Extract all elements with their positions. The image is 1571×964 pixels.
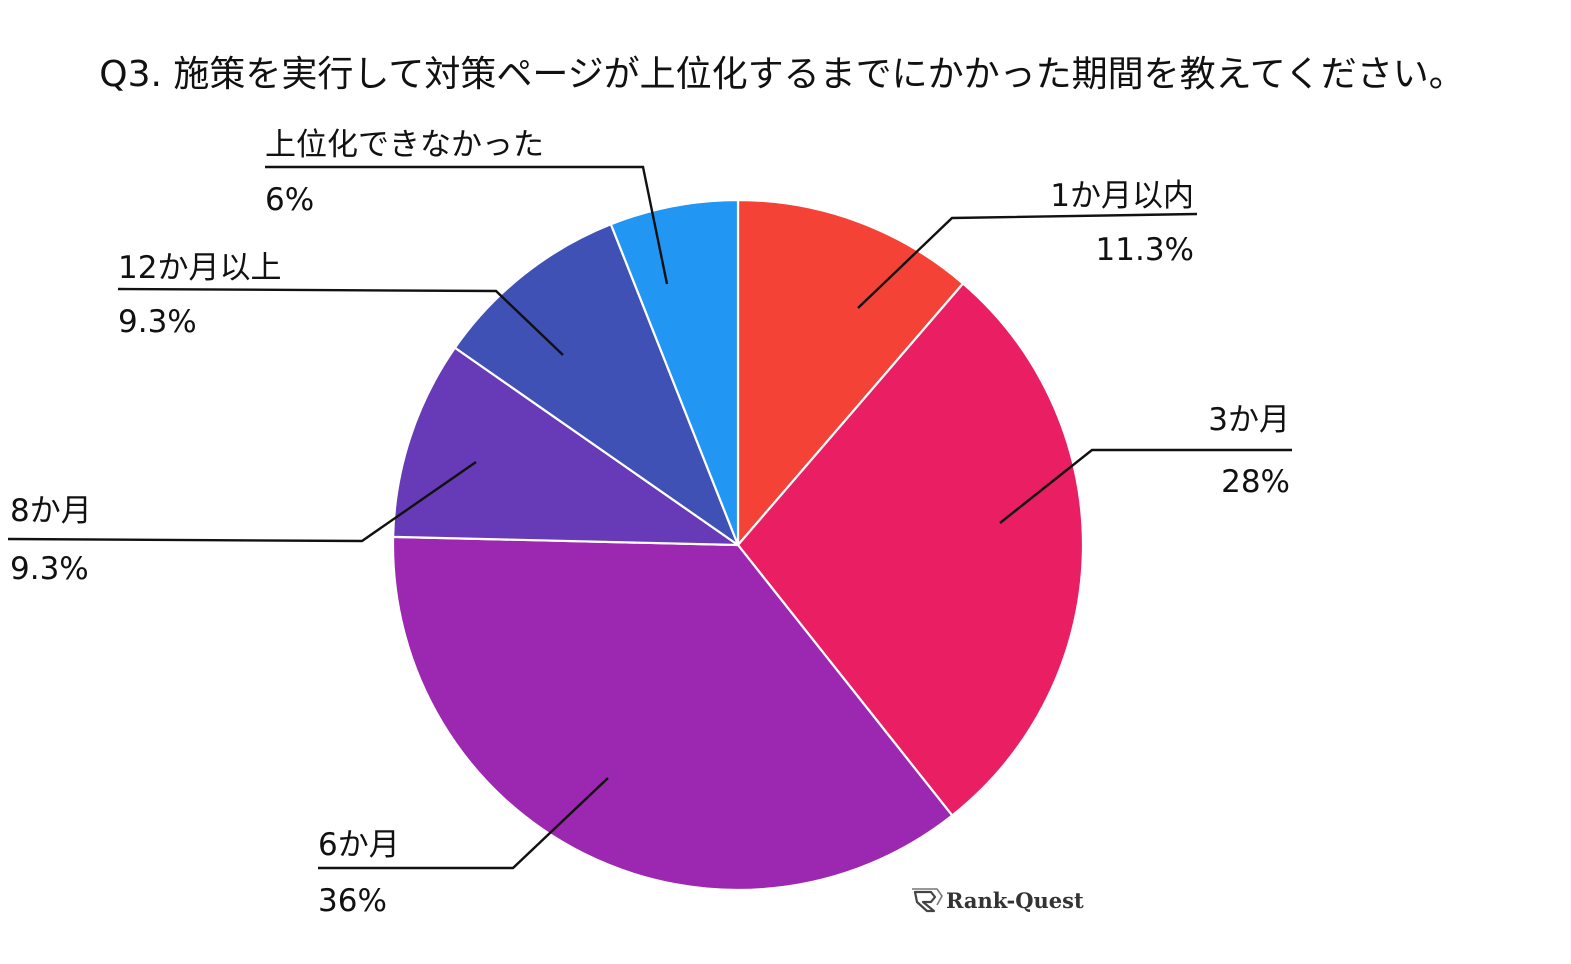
pie-slice-1 bbox=[736, 198, 965, 547]
leader-line-6 bbox=[265, 165, 669, 285]
pie-slice-3 bbox=[391, 535, 954, 892]
slice-label-4: 8か月 bbox=[10, 493, 92, 529]
slice-label-1: 1か月以内 bbox=[1050, 178, 1194, 214]
slice-label-5: 12か月以上 bbox=[118, 250, 281, 286]
leader-line-1 bbox=[857, 212, 1198, 309]
pie-slice-2 bbox=[736, 282, 1085, 817]
chart-title: Q3. 施策を実行して対策ページが上位化するまでにかかった期間を教えてください。 bbox=[99, 54, 1464, 95]
leader-line-3 bbox=[318, 777, 609, 870]
leader-line-2 bbox=[999, 448, 1292, 524]
slice-value-label-5: 9.3% bbox=[118, 304, 197, 340]
leader-line-5 bbox=[117, 287, 564, 356]
watermark-text: Rank-Quest bbox=[946, 888, 1084, 913]
pie-slice-6 bbox=[609, 198, 740, 547]
pie-slice-4 bbox=[392, 346, 740, 547]
rank-quest-logo-icon bbox=[912, 888, 943, 913]
slice-value-label-2: 28% bbox=[1221, 464, 1290, 500]
rank-quest-watermark: Rank-Quest bbox=[912, 888, 1084, 913]
pie-slices bbox=[391, 198, 1085, 892]
slice-label-2: 3か月 bbox=[1208, 402, 1290, 438]
slice-label-3: 6か月 bbox=[318, 827, 400, 863]
slice-value-label-6: 6% bbox=[265, 182, 314, 218]
slice-value-label-4: 9.3% bbox=[10, 551, 89, 587]
slice-value-label-1: 11.3% bbox=[1096, 232, 1194, 268]
pie-labels: 1か月以内 11.3% 3か月 28% 6か月 36% 8か月 9.3% 12か月以上 9.3% 上… bbox=[7, 127, 1292, 919]
slice-label-6: 上位化できなかった bbox=[265, 127, 544, 163]
leader-line-4 bbox=[7, 461, 477, 543]
pie-slice-5 bbox=[453, 223, 740, 547]
slice-value-label-3: 36% bbox=[318, 883, 387, 919]
